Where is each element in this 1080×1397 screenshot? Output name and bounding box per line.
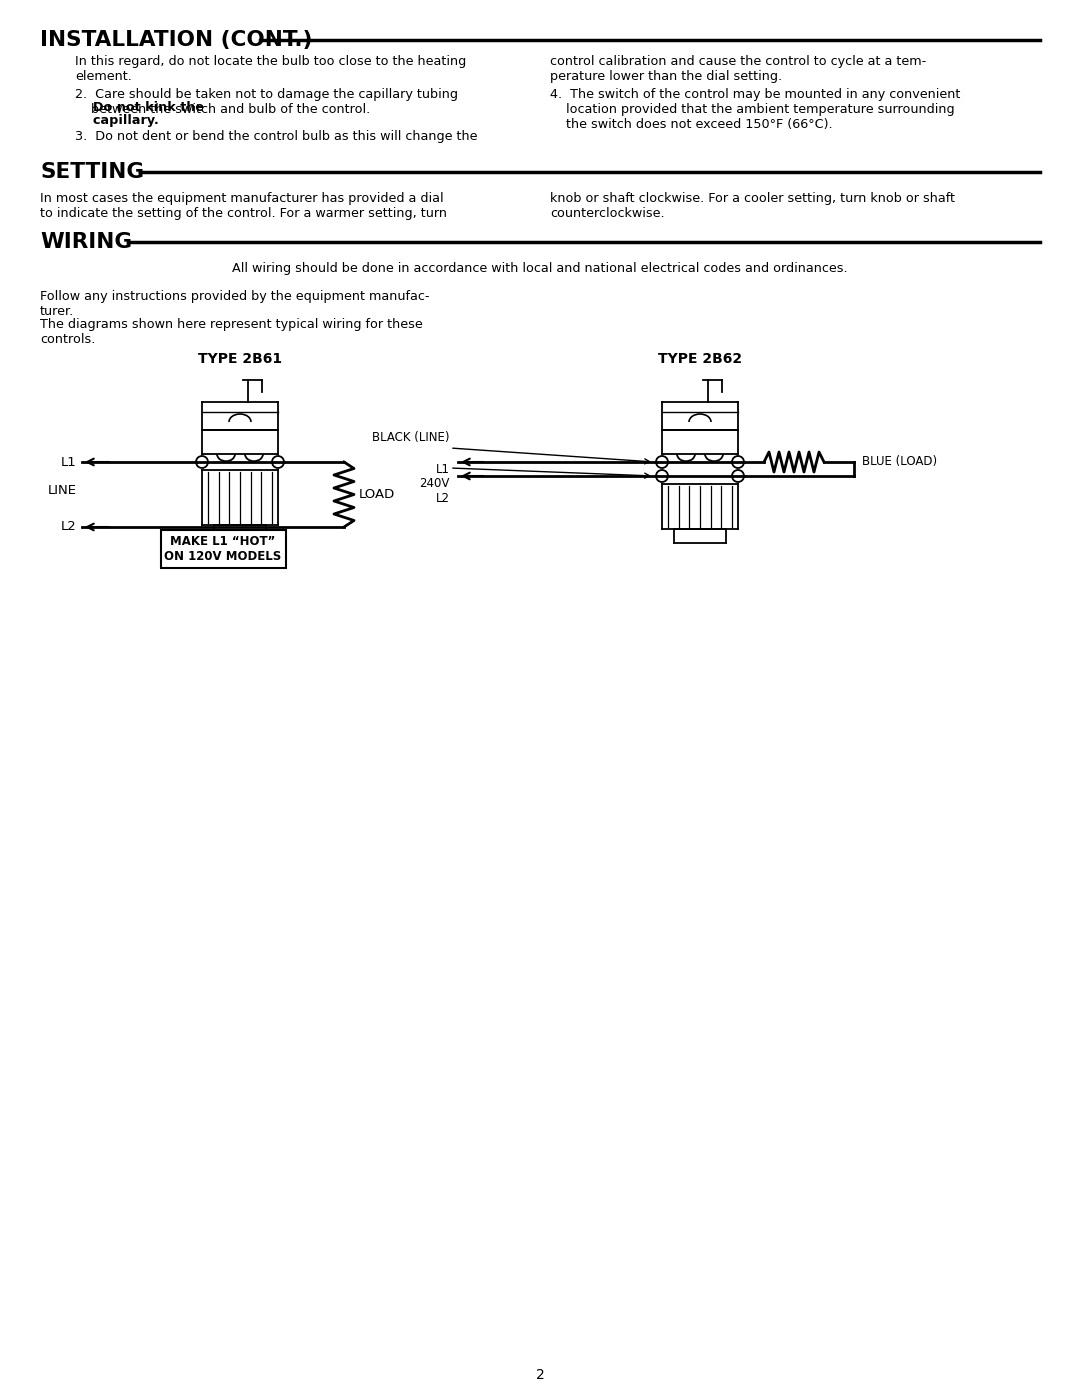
Text: WIRING: WIRING (40, 232, 132, 251)
Bar (161, 529, 285, 569)
Text: L1: L1 (436, 462, 450, 476)
Text: The diagrams shown here represent typical wiring for these
controls.: The diagrams shown here represent typica… (40, 319, 422, 346)
Text: 3.  Do not dent or bend the control bulb as this will change the: 3. Do not dent or bend the control bulb … (75, 130, 477, 142)
Text: 240V: 240V (420, 476, 450, 490)
Text: Follow any instructions provided by the equipment manufac-
turer.: Follow any instructions provided by the … (40, 291, 430, 319)
Text: capillary.: capillary. (75, 115, 159, 127)
Text: 2: 2 (536, 1368, 544, 1382)
Text: MAKE L1 “HOT”
ON 120V MODELS: MAKE L1 “HOT” ON 120V MODELS (164, 535, 282, 563)
Text: TYPE 2B62: TYPE 2B62 (658, 352, 742, 366)
Text: BLACK (LINE): BLACK (LINE) (373, 432, 450, 444)
Text: INSTALLATION (CONT.): INSTALLATION (CONT.) (40, 29, 312, 50)
Text: L1: L1 (62, 455, 77, 468)
Text: L2: L2 (62, 521, 77, 534)
Text: SETTING: SETTING (40, 162, 144, 182)
Text: In this regard, do not locate the bulb too close to the heating
element.: In this regard, do not locate the bulb t… (75, 54, 467, 82)
Text: In most cases the equipment manufacturer has provided a dial
to indicate the set: In most cases the equipment manufacturer… (40, 191, 447, 219)
Text: All wiring should be done in accordance with local and national electrical codes: All wiring should be done in accordance … (232, 263, 848, 275)
Text: knob or shaft clockwise. For a cooler setting, turn knob or shaft
counterclockwi: knob or shaft clockwise. For a cooler se… (550, 191, 955, 219)
Text: LOAD: LOAD (359, 488, 395, 502)
Text: 2.  Care should be taken not to damage the capillary tubing
    between the swit: 2. Care should be taken not to damage th… (75, 88, 458, 116)
Text: BLUE (LOAD): BLUE (LOAD) (862, 455, 937, 468)
Text: 4.  The switch of the control may be mounted in any convenient
    location prov: 4. The switch of the control may be moun… (550, 88, 960, 131)
Text: L2: L2 (436, 492, 450, 504)
Text: control calibration and cause the control to cycle at a tem-
perature lower than: control calibration and cause the contro… (550, 54, 927, 82)
Text: Do not kink the: Do not kink the (75, 101, 204, 115)
Text: TYPE 2B61: TYPE 2B61 (198, 352, 282, 366)
Text: LINE: LINE (48, 483, 77, 497)
